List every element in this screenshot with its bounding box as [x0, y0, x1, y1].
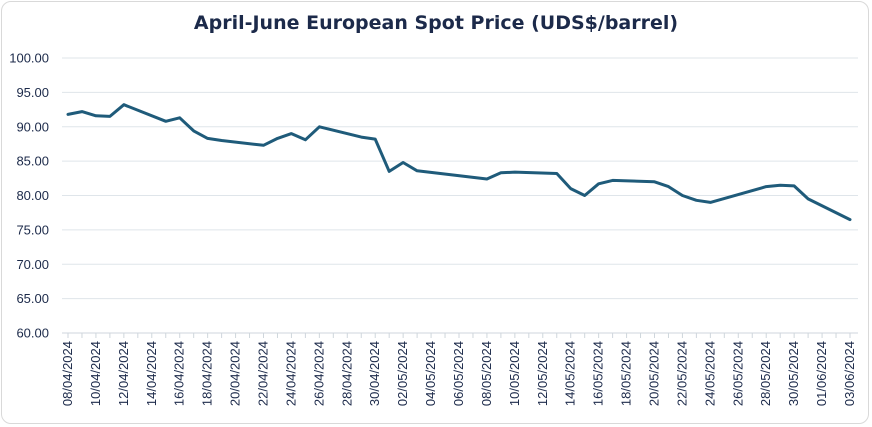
- y-tick-label: 100.00: [9, 51, 49, 66]
- x-axis-ticks: 08/04/2024 10/04/2024 12/04/2024 14/04/2024…: [60, 333, 857, 406]
- y-tick-label: 70.00: [16, 257, 49, 272]
- x-tick-label: 16/04/2024: [172, 341, 187, 406]
- x-tick-label: 22/04/2024: [256, 341, 271, 406]
- gridlines: [62, 57, 858, 300]
- x-tick-label: 10/05/2024: [507, 341, 522, 406]
- x-tick-label: 14/04/2024: [144, 341, 159, 406]
- x-tick-label: 30/04/2024: [367, 341, 382, 406]
- y-tick-label: 90.00: [16, 119, 49, 134]
- x-tick-label: 18/04/2024: [200, 341, 215, 406]
- y-tick-label: 65.00: [16, 291, 49, 306]
- x-tick-label: 26/04/2024: [311, 341, 326, 406]
- x-tick-label: 20/05/2024: [647, 341, 662, 406]
- y-axis-ticks: 60.00 65.00 70.00 75.00 80.00 85.00 90.00 95.00…: [9, 51, 49, 341]
- x-tick-label: 06/05/2024: [451, 341, 466, 406]
- x-tick-label: 04/05/2024: [423, 341, 438, 406]
- y-tick-label: 95.00: [16, 85, 49, 100]
- x-tick-label: 08/05/2024: [479, 341, 494, 406]
- x-tick-label: 28/05/2024: [758, 341, 773, 406]
- x-tick-label: 26/05/2024: [730, 341, 745, 406]
- x-tick-label: 24/04/2024: [283, 341, 298, 406]
- series-group: [66, 103, 852, 222]
- x-tick-label: 20/04/2024: [228, 341, 243, 406]
- chart-title: April-June European Spot Price (UDS$/bar…: [193, 12, 679, 34]
- x-tick-label: 30/05/2024: [786, 341, 801, 406]
- x-tick-label: 01/06/2024: [814, 341, 829, 406]
- y-tick-label: 60.00: [16, 326, 49, 341]
- x-tick-label: 16/05/2024: [591, 341, 606, 406]
- x-tick-label: 18/05/2024: [619, 341, 634, 406]
- y-tick-label: 85.00: [16, 154, 49, 169]
- series-line: [66, 103, 852, 222]
- y-tick-label: 75.00: [16, 222, 49, 237]
- x-tick-label: 10/04/2024: [88, 341, 103, 406]
- x-tick-label: 14/05/2024: [563, 341, 578, 406]
- x-tick-label: 24/05/2024: [702, 341, 717, 406]
- x-tick-label: 22/05/2024: [674, 341, 689, 406]
- x-tick-label: 28/04/2024: [339, 341, 354, 406]
- x-tick-label: 02/05/2024: [395, 341, 410, 406]
- x-tick-label: 12/04/2024: [116, 341, 131, 406]
- x-tick-label: 03/06/2024: [842, 341, 857, 406]
- x-tick-label: 08/04/2024: [60, 341, 75, 406]
- x-tick-label: 12/05/2024: [535, 341, 550, 406]
- y-tick-label: 80.00: [16, 188, 49, 203]
